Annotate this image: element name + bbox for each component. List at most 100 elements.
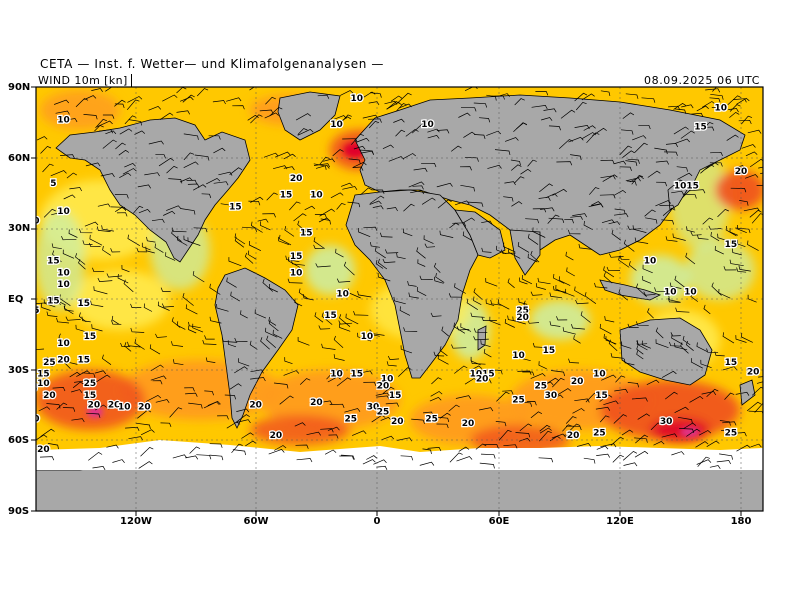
wind-barb — [690, 231, 702, 236]
wind-barb — [722, 421, 737, 426]
wind-speed-label: 10 — [330, 120, 343, 130]
wind-barb — [552, 188, 567, 196]
wind-barb — [209, 316, 222, 324]
wind-speed-label: 10 — [57, 207, 70, 217]
wind-barb — [91, 88, 103, 93]
wind-barb — [150, 375, 167, 381]
wind-barb — [473, 336, 489, 341]
wind-barb — [138, 208, 151, 214]
wind-barb — [95, 404, 107, 411]
wind-barb — [217, 415, 229, 420]
wind-barb — [134, 339, 145, 350]
wind-barb — [646, 379, 660, 386]
wind-barb — [490, 299, 502, 306]
wind-barb — [708, 225, 722, 230]
wind-barb — [88, 451, 103, 461]
wind-speed-label: 20 — [747, 367, 760, 377]
wind-barb — [735, 335, 747, 343]
wind-barb — [126, 99, 140, 111]
wind-barb — [287, 278, 303, 284]
wind-barb — [320, 400, 333, 405]
wind-barb — [584, 292, 597, 304]
wind-barb — [489, 369, 503, 375]
wind-barb — [41, 303, 51, 311]
wind-barb — [669, 341, 682, 347]
wind-barb — [377, 272, 391, 282]
wind-barb — [599, 194, 616, 199]
wind-barb — [739, 200, 749, 206]
wind-barb — [257, 218, 269, 223]
wind-barb — [188, 325, 197, 334]
wind-barb — [636, 345, 644, 355]
wind-barb — [555, 388, 572, 397]
wind-barb — [36, 434, 48, 441]
wind-barb — [55, 110, 70, 115]
wind-barb — [517, 370, 532, 375]
wind-barb — [702, 101, 716, 108]
wind-barb — [623, 462, 638, 467]
wind-speed-label: 15 — [300, 228, 313, 238]
wind-barb — [51, 243, 62, 250]
wind-barb — [240, 310, 248, 319]
wind-barb — [189, 446, 201, 454]
wind-barb — [340, 182, 353, 187]
wind-barb — [110, 248, 121, 253]
wind-barb — [419, 461, 435, 466]
lat-label-90n: 90N — [8, 82, 31, 93]
wind-barb — [382, 258, 396, 263]
wind-speed-label: 1015 — [470, 370, 495, 380]
wind-barb — [551, 433, 566, 439]
wind-barb — [647, 170, 661, 178]
wind-barb — [462, 231, 473, 241]
wind-barb — [363, 226, 378, 231]
wind-barb — [204, 335, 215, 340]
wind-barb — [351, 430, 367, 436]
europe-asia — [354, 94, 746, 256]
wind-barb — [127, 341, 141, 348]
wind-barb — [344, 408, 361, 413]
wind-barb — [714, 245, 724, 255]
wind-barb — [733, 432, 747, 437]
wind-barb — [111, 320, 122, 325]
wind-barb — [615, 375, 626, 383]
wind-barb — [470, 365, 483, 371]
wind-barb — [400, 455, 414, 461]
wind-speed-label: 10 — [118, 403, 131, 413]
wind-barb — [194, 154, 210, 161]
wind-barb — [234, 236, 245, 248]
wind-barb — [613, 213, 629, 218]
wind-barb — [634, 437, 648, 443]
wind-barb — [128, 436, 144, 441]
wind-barb — [573, 335, 581, 344]
wind-barb — [725, 225, 737, 237]
wind-barb — [591, 203, 604, 208]
wind-barb — [530, 291, 543, 296]
wind-barb — [185, 455, 199, 460]
wind-barb — [386, 207, 398, 212]
wind-barb — [600, 159, 615, 165]
wind-barb — [377, 258, 388, 270]
wind-barb — [481, 316, 497, 321]
wind-barb — [339, 323, 351, 332]
wind-speed-label: 15 — [595, 391, 608, 401]
wind-barb — [479, 117, 491, 123]
wind-barb — [369, 200, 382, 205]
wind-barb — [130, 327, 145, 333]
wind-barb — [97, 277, 113, 282]
wind-barb — [486, 130, 502, 136]
wind-barb — [297, 128, 314, 136]
wind-barb — [362, 459, 376, 465]
wind-barb — [736, 267, 747, 273]
wind-barb — [133, 205, 144, 214]
wind-barb — [273, 165, 288, 170]
wind-barb — [209, 454, 224, 461]
lat-label-60s: 60S — [8, 435, 30, 446]
wind-barb — [254, 309, 267, 319]
wind-barb — [621, 429, 634, 436]
wind-barb — [169, 407, 183, 418]
wind-barb — [265, 96, 276, 105]
wind-barb — [686, 226, 695, 233]
wind-barb — [535, 91, 549, 96]
wind-barb — [36, 136, 48, 141]
